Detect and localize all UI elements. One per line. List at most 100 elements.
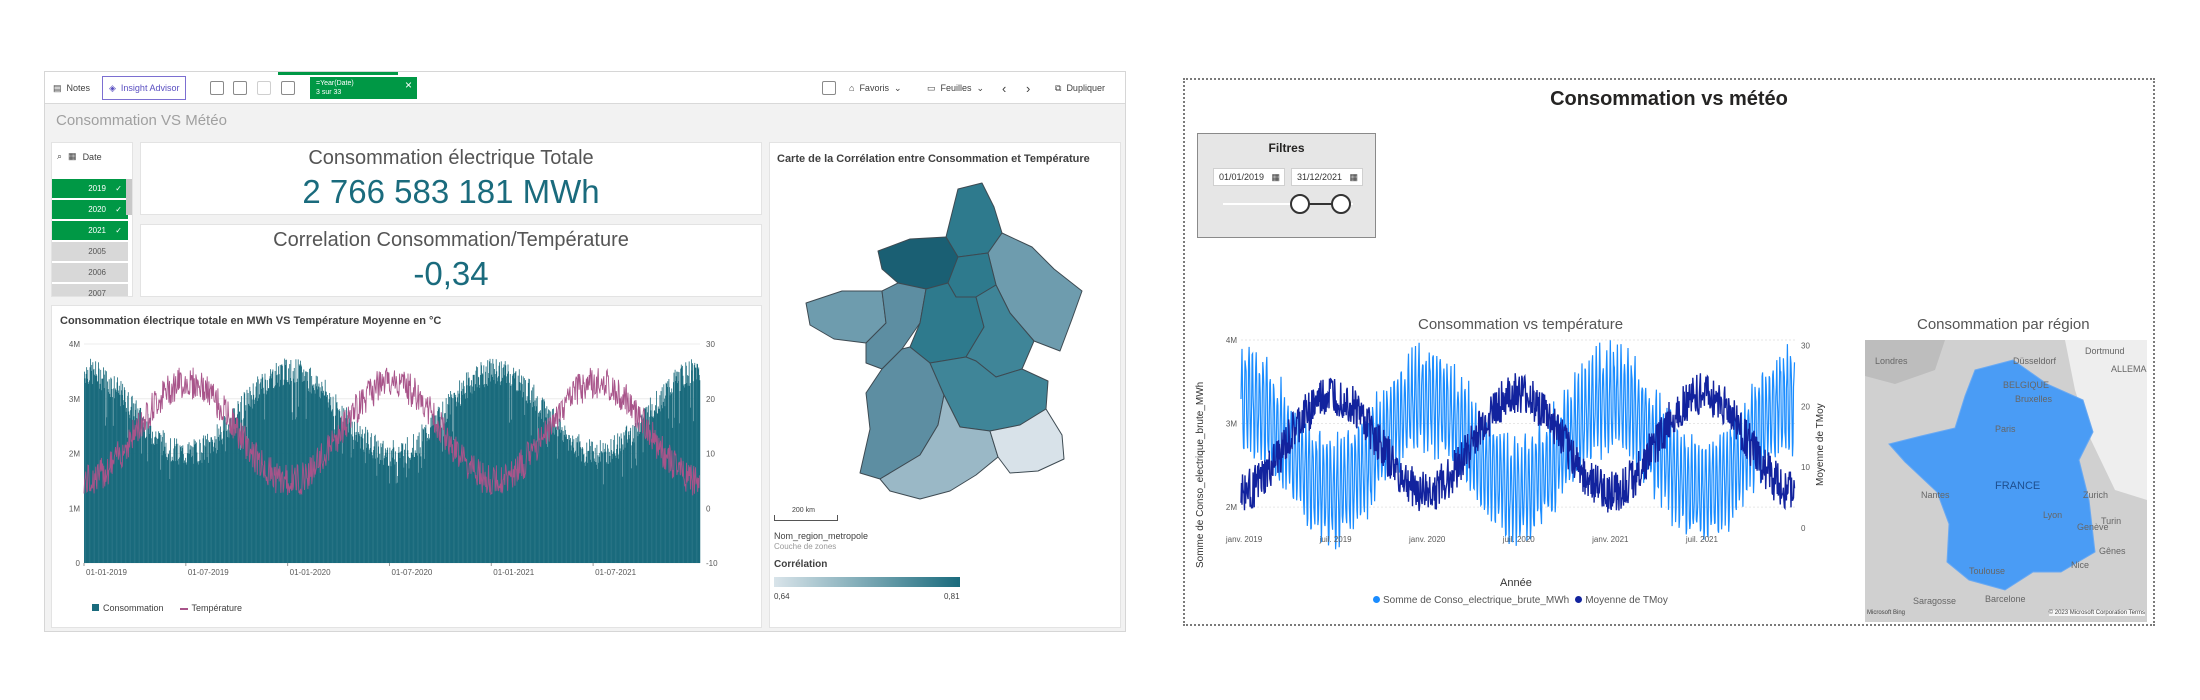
bar[interactable] (220, 426, 221, 563)
bar[interactable] (640, 421, 642, 563)
bar[interactable] (129, 414, 130, 563)
smart-search-icon[interactable] (210, 81, 224, 95)
bar[interactable] (177, 458, 179, 563)
bar[interactable] (438, 409, 440, 563)
bar[interactable] (593, 458, 595, 563)
bar[interactable] (591, 441, 593, 563)
bar[interactable] (589, 439, 590, 563)
bar[interactable] (489, 361, 490, 563)
bar[interactable] (565, 436, 567, 563)
insight-advisor-button[interactable]: ◈ Insight Advisor (102, 76, 187, 100)
bar[interactable] (351, 421, 353, 563)
bar[interactable] (574, 452, 576, 563)
bar[interactable] (538, 416, 540, 563)
bar[interactable] (513, 367, 515, 563)
bar[interactable] (626, 442, 628, 563)
bar[interactable] (216, 424, 218, 563)
bar[interactable] (492, 358, 494, 563)
bar[interactable] (304, 376, 306, 563)
bar[interactable] (570, 445, 572, 563)
bar[interactable] (353, 449, 355, 563)
start-date-input[interactable]: 01/01/2019 ▦ (1213, 168, 1285, 186)
bar[interactable] (134, 420, 135, 563)
bar[interactable] (491, 374, 493, 563)
bar[interactable] (446, 422, 448, 563)
bar[interactable] (125, 402, 126, 563)
bar[interactable] (189, 449, 191, 563)
bar[interactable] (494, 374, 496, 563)
bar[interactable] (606, 462, 607, 563)
bar[interactable] (175, 444, 177, 563)
bar[interactable] (368, 444, 369, 563)
bar[interactable] (602, 453, 603, 563)
bar[interactable] (181, 447, 183, 563)
bar[interactable] (309, 368, 310, 563)
bar[interactable] (178, 464, 180, 563)
bar[interactable] (553, 408, 554, 563)
bar[interactable] (697, 369, 699, 563)
bar[interactable] (564, 425, 566, 563)
bar[interactable] (450, 397, 452, 563)
bar[interactable] (589, 459, 591, 563)
bar[interactable] (393, 459, 395, 563)
bar[interactable] (654, 405, 656, 563)
bar[interactable] (160, 434, 162, 563)
bar[interactable] (618, 436, 620, 563)
bar[interactable] (186, 464, 188, 563)
bar[interactable] (183, 462, 185, 563)
bar[interactable] (492, 363, 494, 563)
bar[interactable] (512, 375, 513, 563)
bar[interactable] (526, 396, 528, 563)
bar[interactable] (161, 441, 162, 563)
bar[interactable] (112, 397, 113, 563)
bar[interactable] (156, 437, 157, 563)
bar[interactable] (206, 457, 208, 563)
bar[interactable] (103, 367, 104, 563)
bar[interactable] (95, 361, 97, 563)
bar[interactable] (240, 396, 242, 563)
bar[interactable] (349, 422, 351, 563)
bar[interactable] (345, 418, 346, 563)
bar[interactable] (140, 407, 142, 563)
bar[interactable] (360, 436, 362, 563)
bar[interactable] (600, 461, 602, 563)
bar[interactable] (299, 365, 301, 563)
bar[interactable] (337, 408, 338, 563)
bar[interactable] (264, 419, 265, 563)
bar[interactable] (348, 432, 350, 563)
bar[interactable] (548, 409, 549, 563)
bar[interactable] (134, 403, 136, 563)
france-shape[interactable] (1888, 359, 2096, 591)
bar[interactable] (358, 433, 360, 563)
bar[interactable] (229, 418, 231, 563)
bar[interactable] (561, 429, 562, 563)
bar[interactable] (229, 430, 230, 563)
bar[interactable] (467, 398, 468, 563)
bar[interactable] (116, 391, 117, 563)
bar[interactable] (675, 380, 677, 563)
bar[interactable] (278, 366, 279, 563)
bar[interactable] (427, 437, 428, 563)
bar[interactable] (319, 387, 321, 563)
bar[interactable] (630, 445, 632, 563)
bar[interactable] (147, 461, 148, 563)
bar[interactable] (690, 359, 692, 563)
bar[interactable] (170, 461, 172, 563)
bar[interactable] (247, 393, 249, 563)
bar[interactable] (575, 450, 576, 563)
bar[interactable] (470, 385, 472, 563)
filter-item-2020[interactable]: 2020 ✓ (52, 200, 128, 220)
bar[interactable] (539, 413, 541, 563)
bar[interactable] (532, 387, 534, 563)
bar[interactable] (378, 463, 380, 563)
bar[interactable] (199, 439, 201, 563)
bar[interactable] (459, 380, 461, 563)
bar[interactable] (170, 438, 171, 563)
bar[interactable] (579, 442, 580, 563)
bar[interactable] (546, 446, 548, 563)
bar[interactable] (323, 390, 324, 563)
bar[interactable] (360, 448, 362, 563)
bar[interactable] (424, 428, 426, 563)
bar[interactable] (242, 433, 244, 563)
bar[interactable] (201, 452, 202, 563)
